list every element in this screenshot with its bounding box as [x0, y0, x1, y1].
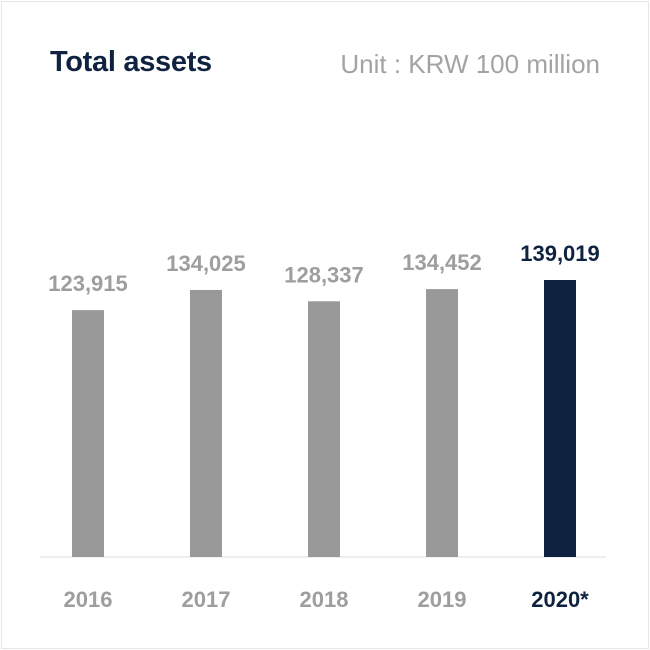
value-label-2019: 134,452: [402, 250, 482, 275]
bar-2016: [72, 310, 104, 557]
category-label-2020*: 2020*: [531, 587, 589, 612]
bars-group: [72, 280, 576, 557]
bar-2019: [426, 289, 458, 557]
category-label-2016: 2016: [64, 587, 113, 612]
chart-title: Total assets: [50, 46, 212, 78]
value-labels-group: 123,915 134,025 128,337 134,452 139,019: [48, 241, 600, 296]
bar-2017: [190, 289, 222, 557]
value-label-2016: 123,915: [48, 271, 128, 296]
bar-2018: [308, 301, 340, 557]
value-label-2017: 134,025: [166, 251, 246, 276]
value-label-2020*: 139,019: [520, 241, 600, 266]
category-labels-group: 2016 2017 2018 2019 2020*: [64, 587, 590, 612]
unit-label: Unit : KRW 100 million: [340, 49, 600, 79]
value-label-2018: 128,337: [284, 262, 364, 287]
bar-2020*: [544, 280, 576, 557]
category-label-2018: 2018: [300, 587, 349, 612]
category-label-2017: 2017: [182, 587, 231, 612]
category-label-2019: 2019: [418, 587, 467, 612]
